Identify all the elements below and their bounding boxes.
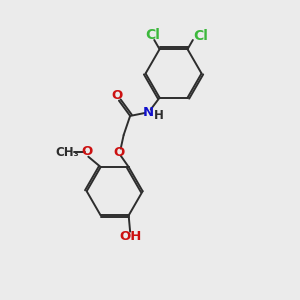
Text: Cl: Cl [145, 28, 160, 42]
Text: CH₃: CH₃ [55, 146, 79, 159]
Text: OH: OH [119, 230, 141, 243]
Text: H: H [154, 109, 164, 122]
Text: O: O [112, 89, 123, 102]
Text: O: O [81, 145, 92, 158]
Text: N: N [143, 106, 154, 119]
Text: Cl: Cl [193, 29, 208, 44]
Text: O: O [114, 146, 125, 159]
